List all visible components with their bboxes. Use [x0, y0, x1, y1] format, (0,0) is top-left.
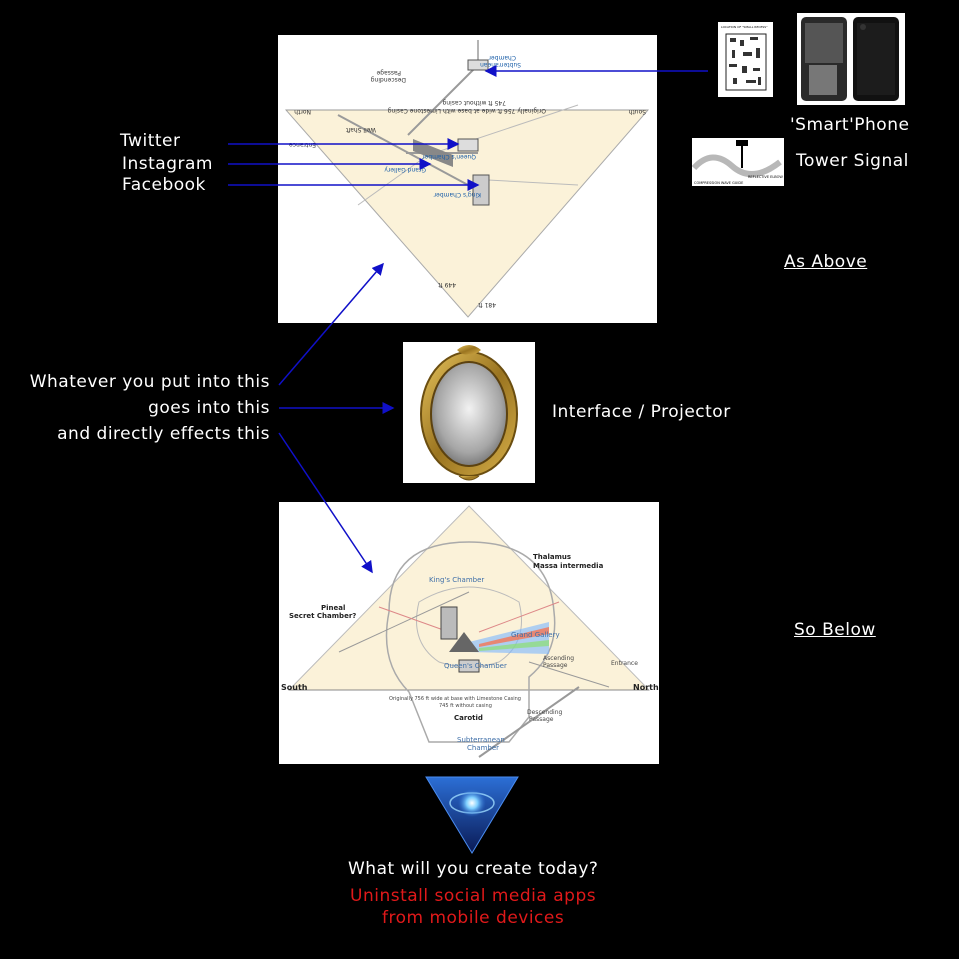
interface-label: Interface / Projector — [552, 402, 731, 422]
svg-text:Entrance: Entrance — [289, 141, 316, 148]
svg-text:King's Chamber: King's Chamber — [429, 576, 484, 584]
svg-text:Chamber: Chamber — [488, 54, 516, 61]
whatever-text: Whatever you put into this — [29, 372, 270, 392]
svg-text:Queen's Chamber: Queen's Chamber — [444, 662, 507, 670]
svg-text:Carotid: Carotid — [454, 714, 483, 722]
chip-diagram-icon: LOCATION OF "SMALL RECESS" — [718, 22, 773, 97]
warning-line-1: Uninstall social media apps — [350, 886, 597, 906]
svg-text:Ascending: Ascending — [543, 655, 574, 662]
svg-text:Massa intermedia: Massa intermedia — [533, 562, 604, 570]
goes-into-text: goes into this — [148, 398, 270, 418]
svg-text:Grand Gallery: Grand Gallery — [384, 166, 426, 173]
svg-text:King's Chamber: King's Chamber — [433, 191, 481, 198]
svg-text:Entrance: Entrance — [611, 660, 638, 667]
svg-text:Grand Gallery: Grand Gallery — [511, 631, 560, 639]
smartphone-photo-icon — [797, 13, 905, 105]
svg-text:Thalamus: Thalamus — [533, 553, 571, 561]
svg-text:Passage: Passage — [376, 69, 401, 76]
so-below-diagram: Thalamus Massa intermedia Pineal Secret … — [279, 502, 659, 764]
svg-text:Descending: Descending — [527, 709, 563, 716]
svg-text:Secret Chamber?: Secret Chamber? — [289, 612, 356, 620]
create-question: What will you create today? — [348, 859, 599, 879]
svg-text:Well Shaft: Well Shaft — [345, 126, 376, 133]
effects-text: and directly effects this — [57, 424, 270, 444]
svg-text:South: South — [281, 683, 308, 692]
facebook-label: Facebook — [122, 175, 206, 195]
svg-text:481 ft: 481 ft — [478, 301, 496, 308]
svg-text:745 ft without casing: 745 ft without casing — [439, 703, 492, 709]
as-above-pyramid-diagram: Subterranean Chamber Descending Passage … — [278, 35, 657, 323]
svg-text:REFLECTIVE ELBOW: REFLECTIVE ELBOW — [748, 175, 783, 179]
smartphone-label: 'Smart'Phone — [790, 115, 910, 135]
svg-text:Passage: Passage — [529, 716, 554, 723]
subterranean-label: Subterranean — [480, 61, 521, 68]
svg-text:Passage: Passage — [543, 662, 568, 669]
svg-text:North: North — [633, 683, 659, 692]
svg-text:LOCATION OF "SMALL RECESS": LOCATION OF "SMALL RECESS" — [721, 25, 768, 29]
svg-text:745 ft without casing: 745 ft without casing — [442, 99, 506, 106]
svg-text:Queen's Chamber: Queen's Chamber — [422, 153, 476, 160]
so-below-link[interactable]: So Below — [794, 620, 876, 640]
warning-line-2: from mobile devices — [382, 908, 565, 928]
svg-text:Subterranean: Subterranean — [457, 736, 505, 744]
svg-text:South: South — [628, 108, 646, 115]
svg-text:Originally 756 ft wide at base: Originally 756 ft wide at base with Lime… — [389, 696, 521, 702]
svg-text:449 ft: 449 ft — [438, 281, 456, 288]
tower-signal-label: Tower Signal — [796, 151, 909, 171]
svg-text:Originally 756 ft wide at base: Originally 756 ft wide at base with Lime… — [387, 107, 546, 114]
svg-text:Descending: Descending — [370, 76, 406, 83]
twitter-label: Twitter — [120, 131, 181, 151]
blue-triangle-logo-icon — [424, 775, 520, 855]
mirror-icon — [403, 342, 535, 483]
tower-diagram-icon: COMPRESSION WAVE GUIDE REFLECTIVE ELBOW — [692, 138, 784, 186]
svg-text:COMPRESSION WAVE GUIDE: COMPRESSION WAVE GUIDE — [694, 181, 743, 185]
svg-text:Chamber: Chamber — [467, 744, 499, 752]
svg-text:Pineal: Pineal — [321, 604, 345, 612]
instagram-label: Instagram — [122, 154, 213, 174]
svg-text:North: North — [294, 108, 311, 115]
as-above-link[interactable]: As Above — [784, 252, 868, 272]
